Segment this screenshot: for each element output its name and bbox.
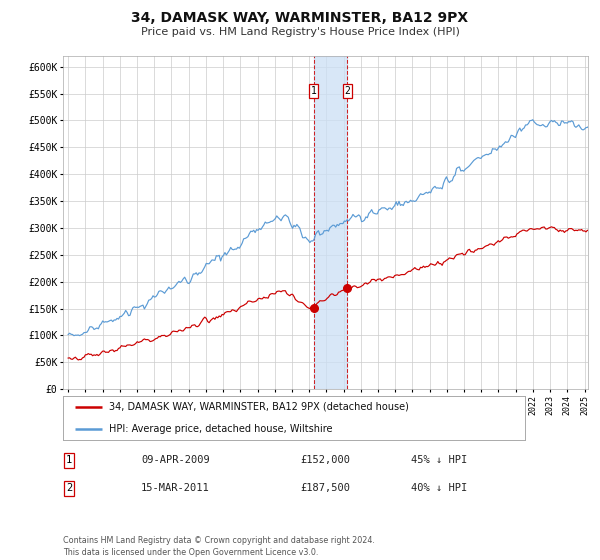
Text: £187,500: £187,500 [300,483,350,493]
Text: Price paid vs. HM Land Registry's House Price Index (HPI): Price paid vs. HM Land Registry's House … [140,27,460,37]
Text: £152,000: £152,000 [300,455,350,465]
Text: 1: 1 [311,86,317,96]
Text: 40% ↓ HPI: 40% ↓ HPI [411,483,467,493]
Text: 34, DAMASK WAY, WARMINSTER, BA12 9PX: 34, DAMASK WAY, WARMINSTER, BA12 9PX [131,12,469,26]
Bar [314,56,347,389]
Text: 2: 2 [66,483,72,493]
Text: 1: 1 [66,455,72,465]
Text: 15-MAR-2011: 15-MAR-2011 [141,483,210,493]
Text: 34, DAMASK WAY, WARMINSTER, BA12 9PX (detached house): 34, DAMASK WAY, WARMINSTER, BA12 9PX (de… [109,402,409,412]
Text: 45% ↓ HPI: 45% ↓ HPI [411,455,467,465]
Text: HPI: Average price, detached house, Wiltshire: HPI: Average price, detached house, Wilt… [109,424,332,433]
Text: 09-APR-2009: 09-APR-2009 [141,455,210,465]
Text: Contains HM Land Registry data © Crown copyright and database right 2024.
This d: Contains HM Land Registry data © Crown c… [63,536,375,557]
Text: 2: 2 [344,86,350,96]
